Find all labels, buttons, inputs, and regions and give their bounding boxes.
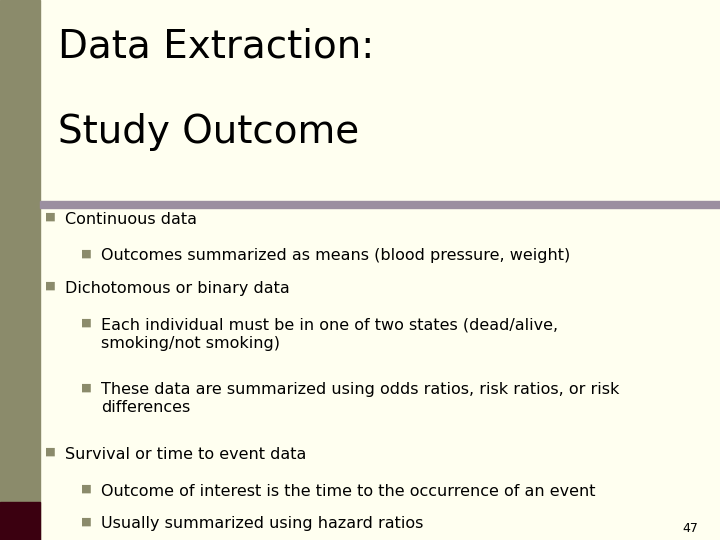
Text: ■: ■ <box>81 516 91 526</box>
Text: ■: ■ <box>81 484 91 494</box>
Text: ■: ■ <box>45 212 56 222</box>
Text: These data are summarized using odds ratios, risk ratios, or risk
differences: These data are summarized using odds rat… <box>101 382 619 415</box>
Text: Study Outcome: Study Outcome <box>58 113 359 151</box>
Text: Data Extraction:: Data Extraction: <box>58 27 374 65</box>
Text: ■: ■ <box>81 318 91 328</box>
Text: Each individual must be in one of two states (dead/alive,
smoking/not smoking): Each individual must be in one of two st… <box>101 318 558 350</box>
Bar <box>0 502 40 540</box>
Text: Outcomes summarized as means (blood pressure, weight): Outcomes summarized as means (blood pres… <box>101 248 570 264</box>
Text: Usually summarized using hazard ratios: Usually summarized using hazard ratios <box>101 516 423 531</box>
Text: Dichotomous or binary data: Dichotomous or binary data <box>65 281 289 296</box>
Text: ■: ■ <box>45 281 56 291</box>
Text: Survival or time to event data: Survival or time to event data <box>65 447 306 462</box>
Bar <box>0 0 40 540</box>
Text: Continuous data: Continuous data <box>65 212 197 227</box>
Bar <box>40 201 720 208</box>
Text: ■: ■ <box>45 447 56 457</box>
Text: Outcome of interest is the time to the occurrence of an event: Outcome of interest is the time to the o… <box>101 484 595 499</box>
Text: ■: ■ <box>81 248 91 259</box>
Text: 47: 47 <box>683 522 698 535</box>
Text: ■: ■ <box>81 382 91 393</box>
